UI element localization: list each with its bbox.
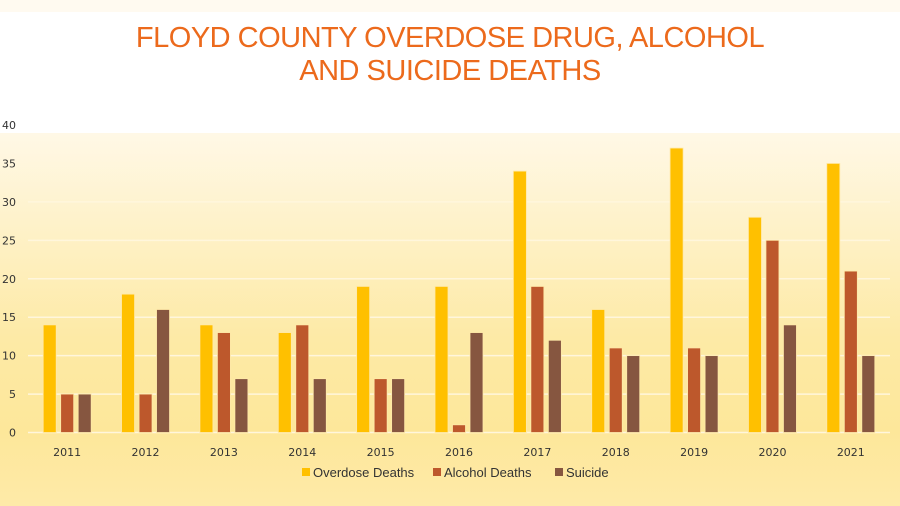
legend-label: Overdose Deaths <box>313 465 415 480</box>
y-tick-label: 5 <box>9 388 16 401</box>
bar-alcohol-deaths-2018 <box>608 347 623 433</box>
x-tick-label: 2020 <box>758 446 786 459</box>
bar-alcohol-deaths-2013 <box>217 332 231 433</box>
legend-label: Suicide <box>566 465 609 480</box>
x-tick-label: 2011 <box>53 446 81 459</box>
x-tick-label: 2021 <box>837 446 865 459</box>
x-tick-label: 2013 <box>210 446 238 459</box>
bar-overdose-deaths-2016 <box>434 286 449 433</box>
bar-suicide-2012 <box>156 309 170 433</box>
legend-item: Overdose Deaths <box>302 465 415 480</box>
y-tick-label: 0 <box>9 427 16 440</box>
bar-alcohol-deaths-2019 <box>687 347 701 433</box>
legend-swatch <box>555 468 563 476</box>
y-tick-label: 20 <box>2 273 16 286</box>
y-tick-label: 10 <box>2 350 16 363</box>
y-tick-label: 15 <box>2 311 16 324</box>
bar-overdose-deaths-2011 <box>42 324 57 433</box>
bar-suicide-2020 <box>783 324 797 433</box>
bar-alcohol-deaths-2015 <box>373 378 388 433</box>
legend-swatch <box>433 468 441 476</box>
bar-overdose-deaths-2020 <box>748 216 762 433</box>
y-tick-label: 25 <box>2 234 16 247</box>
chart-title-line-1: FLOYD COUNTY OVERDOSE DRUG, ALCOHOL <box>135 22 765 54</box>
bar-overdose-deaths-2018 <box>591 309 606 433</box>
bar-suicide-2014 <box>312 378 327 433</box>
bar-alcohol-deaths-2014 <box>295 324 310 433</box>
bar-suicide-2019 <box>704 355 719 433</box>
x-tick-label: 2016 <box>445 446 473 459</box>
bar-overdose-deaths-2013 <box>199 324 214 433</box>
legend-item: Suicide <box>555 465 609 480</box>
bar-suicide-2015 <box>391 378 406 433</box>
bar-alcohol-deaths-2017 <box>530 286 545 433</box>
x-axis: 2011 2012 2013 2014 2015 2016 2017 2018 2019 2020… <box>53 446 865 459</box>
x-tick-label: 2014 <box>288 446 316 459</box>
legend-item: Alcohol Deaths <box>433 465 532 480</box>
bar-suicide-2021 <box>861 355 876 433</box>
bar-overdose-deaths-2012 <box>121 293 135 433</box>
bar-suicide-2018 <box>626 355 641 433</box>
bar-overdose-deaths-2019 <box>669 147 684 433</box>
legend-swatch <box>302 468 310 476</box>
bar-alcohol-deaths-2021 <box>843 270 858 433</box>
top-band <box>0 0 900 12</box>
bar-overdose-deaths-2021 <box>826 163 841 433</box>
bar-alcohol-deaths-2012 <box>138 393 153 433</box>
bar-suicide-2017 <box>547 339 562 433</box>
bar-overdose-deaths-2015 <box>356 286 371 433</box>
bar-overdose-deaths-2014 <box>277 332 292 433</box>
chart-title: FLOYD COUNTY OVERDOSE DRUG, ALCOHOL AND … <box>0 22 900 88</box>
bar-overdose-deaths-2017 <box>512 170 527 433</box>
x-tick-label: 2019 <box>680 446 708 459</box>
bar-suicide-2013 <box>234 378 249 433</box>
bar-suicide-2016 <box>469 332 484 433</box>
bar-alcohol-deaths-2011 <box>60 393 75 433</box>
x-tick-label: 2012 <box>132 446 160 459</box>
y-tick-label: 35 <box>2 157 16 170</box>
y-axis: 0 5 10 15 20 25 30 35 40 <box>2 119 16 440</box>
bars <box>42 147 876 433</box>
bar-alcohol-deaths-2016 <box>452 424 466 433</box>
x-tick-label: 2018 <box>602 446 630 459</box>
bar-suicide-2011 <box>77 393 92 433</box>
chart-title-line-2: AND SUICIDE DEATHS <box>299 55 601 87</box>
y-tick-label: 40 <box>2 119 16 132</box>
y-tick-label: 30 <box>2 196 16 209</box>
bar-alcohol-deaths-2020 <box>765 239 780 433</box>
x-tick-label: 2017 <box>523 446 551 459</box>
x-tick-label: 2015 <box>367 446 395 459</box>
legend-label: Alcohol Deaths <box>444 465 532 480</box>
legend: Overdose Deaths Alcohol Deaths Suicide <box>302 465 609 480</box>
